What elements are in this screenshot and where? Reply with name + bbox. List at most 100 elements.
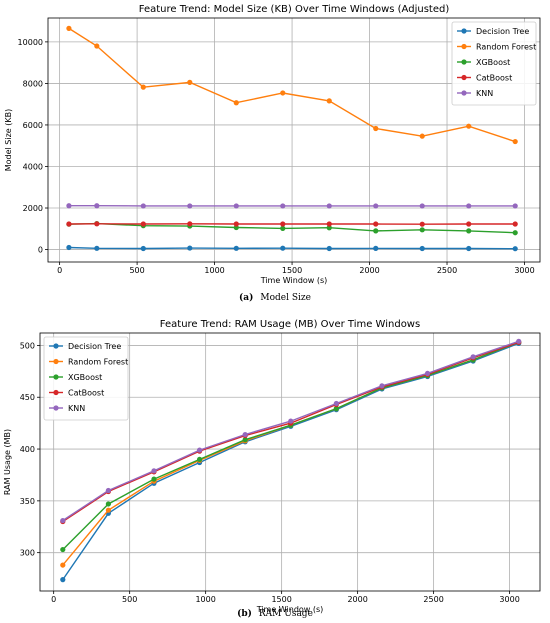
legend-label-random-forest: Random Forest <box>68 358 128 367</box>
data-point-decision-tree <box>512 246 518 252</box>
data-point-decision-tree <box>373 245 379 251</box>
data-point-xgboost <box>151 476 157 482</box>
caption-a-letter: (a) <box>239 292 253 303</box>
x-axis-label: Time Window (s) <box>256 605 324 614</box>
data-point-knn <box>140 203 146 209</box>
plot-frame <box>39 332 541 592</box>
data-point-xgboost <box>60 546 66 553</box>
y-tick-label: 350 <box>20 497 35 506</box>
y-axis-label: RAM Usage (MB) <box>3 429 12 495</box>
legend-label-catboost: CatBoost <box>476 74 512 83</box>
legend-marker-catboost <box>461 74 467 81</box>
ram-usage-chart: Feature Trend: RAM Usage (MB) Over Time … <box>3 319 541 614</box>
chart-title: Feature Trend: RAM Usage (MB) Over Time … <box>160 319 420 330</box>
data-point-catboost <box>66 221 72 227</box>
y-tick-label: 500 <box>20 341 35 350</box>
data-point-catboost <box>140 221 146 227</box>
data-point-random-forest <box>280 90 286 96</box>
legend-marker-decision-tree <box>461 28 467 34</box>
data-point-knn <box>373 203 379 209</box>
data-point-knn <box>242 431 248 438</box>
ticks: 0 500 1000 1500 2000 2500 3000 0 2000 4000 6000 800… <box>18 38 535 275</box>
data-point-xgboost <box>242 437 248 443</box>
data-point-catboost <box>512 221 518 227</box>
data-point-knn <box>60 517 66 524</box>
legend-label-decision-tree: Decision Tree <box>68 342 121 351</box>
data-point-knn <box>326 203 332 209</box>
legend-marker-knn <box>53 405 59 411</box>
legend-marker-xgboost <box>53 374 59 380</box>
data-point-knn <box>187 203 193 209</box>
data-point-knn <box>151 468 157 474</box>
legend-label-catboost: CatBoost <box>68 389 104 398</box>
data-point-knn <box>424 370 431 377</box>
data-point-knn <box>470 354 476 360</box>
data-point-decision-tree <box>419 245 425 252</box>
data-point-knn <box>419 203 425 209</box>
data-point-random-forest <box>326 98 332 104</box>
legend: Decision Tree Random Forest XGBoost CatBoos… <box>43 336 129 421</box>
caption-b-text: RAM Usage <box>259 609 313 619</box>
series-group <box>60 338 522 583</box>
data-point-catboost <box>280 221 286 227</box>
legend-marker-decision-tree <box>53 343 59 349</box>
legend-marker-random-forest <box>461 43 467 50</box>
y-tick-label: 300 <box>20 549 35 558</box>
data-point-decision-tree <box>280 245 286 251</box>
x-tick-label: 1500 <box>271 595 291 604</box>
data-point-xgboost <box>466 228 472 234</box>
data-point-catboost <box>187 221 193 227</box>
series-group <box>66 25 518 252</box>
x-tick-label: 2500 <box>423 595 443 604</box>
y-tick-label: 6000 <box>23 121 43 130</box>
series-line-random-forest <box>62 341 519 566</box>
data-point-xgboost <box>105 501 111 507</box>
data-point-decision-tree <box>66 244 72 251</box>
ticks: 0 500 1000 1500 2000 2500 3000 300 350 400 450 500 <box>20 341 520 604</box>
data-point-xgboost <box>512 230 518 236</box>
data-point-catboost <box>94 221 100 227</box>
data-point-random-forest <box>373 125 379 132</box>
data-point-catboost <box>233 221 239 227</box>
legend-marker-xgboost <box>461 59 467 65</box>
legend-label-xgboost: XGBoost <box>476 58 510 67</box>
data-point-decision-tree <box>466 245 472 252</box>
data-point-decision-tree <box>326 245 332 252</box>
series-line-xgboost <box>62 341 519 551</box>
data-point-knn <box>196 447 203 453</box>
caption-b: (b) RAM Usage <box>237 603 313 620</box>
data-point-decision-tree <box>233 245 239 251</box>
data-point-knn <box>379 383 385 389</box>
x-tick-label: 1000 <box>195 595 215 604</box>
series-line-decision-tree <box>62 342 519 580</box>
data-point-decision-tree <box>94 245 100 251</box>
data-point-decision-tree <box>187 245 193 251</box>
y-tick-label: 4000 <box>23 162 43 171</box>
x-tick-label: 0 <box>51 595 56 604</box>
y-tick-label: 0 <box>38 246 43 255</box>
data-point-catboost <box>326 221 332 227</box>
caption-b-letter: (b) <box>237 608 252 619</box>
y-tick-label: 2000 <box>23 204 43 213</box>
caption-a-text: Model Size <box>260 293 311 303</box>
data-point-random-forest <box>66 25 72 31</box>
legend-label-knn: KNN <box>68 404 85 413</box>
legend-marker-knn <box>461 90 467 96</box>
data-point-knn <box>333 400 339 407</box>
data-point-xgboost <box>419 227 425 233</box>
data-point-catboost <box>466 221 472 227</box>
data-point-xgboost <box>196 456 203 463</box>
x-tick-label: 500 <box>122 595 137 604</box>
x-tick-label: 1000 <box>204 266 224 275</box>
data-point-knn <box>512 203 518 209</box>
chart-title: Feature Trend: Model Size (KB) Over Time… <box>139 4 450 15</box>
x-tick-label: 3000 <box>499 595 519 604</box>
y-tick-label: 10000 <box>18 38 43 47</box>
data-point-knn <box>105 487 111 494</box>
data-point-catboost <box>419 221 425 227</box>
data-point-random-forest <box>94 43 100 49</box>
data-point-knn <box>94 203 100 209</box>
data-point-random-forest <box>60 562 66 568</box>
x-tick-label: 2500 <box>437 266 457 275</box>
